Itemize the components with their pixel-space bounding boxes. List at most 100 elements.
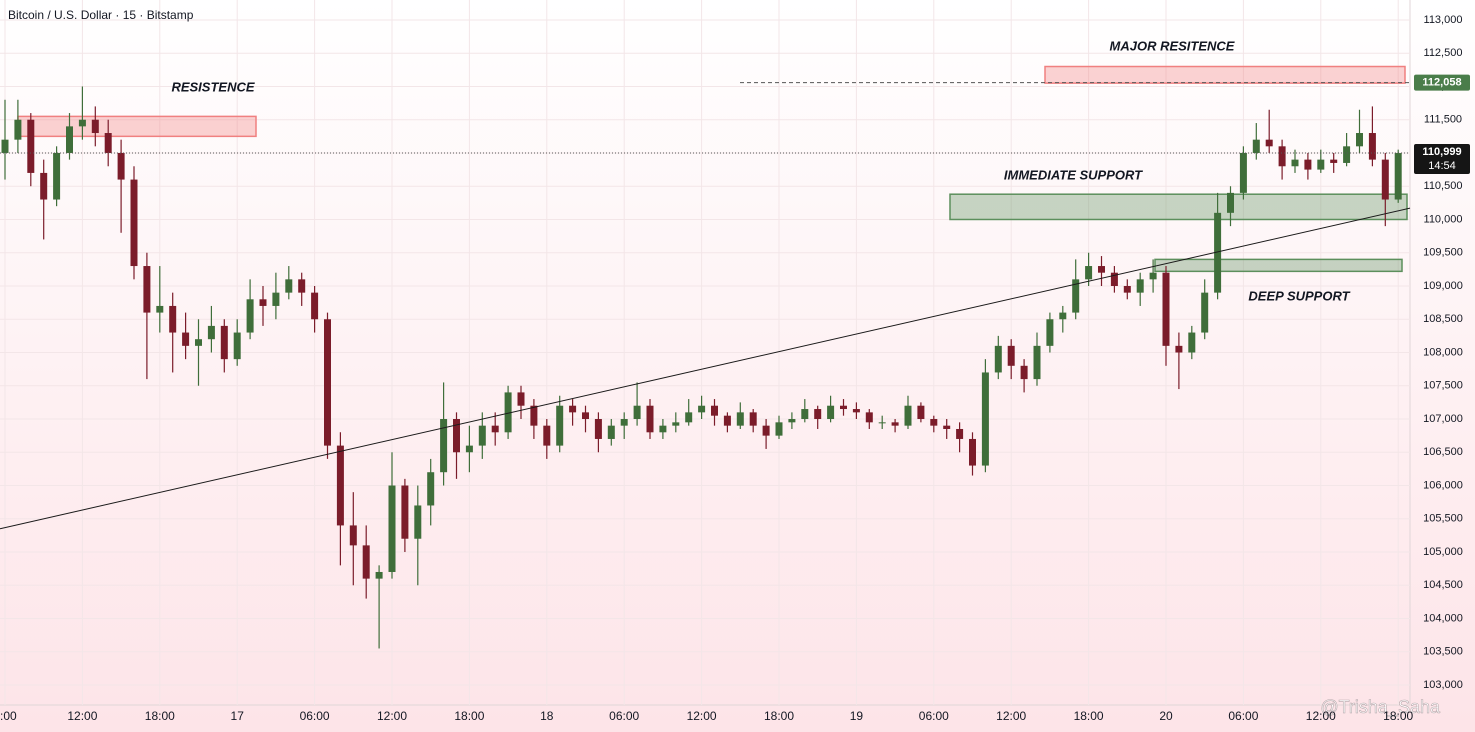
candle-body bbox=[1201, 292, 1209, 333]
candle-body bbox=[1368, 133, 1376, 160]
candle-body bbox=[504, 392, 512, 433]
watermark: @Trisha_Saha bbox=[1320, 697, 1441, 718]
candle-body bbox=[1343, 146, 1351, 163]
candle-body bbox=[465, 445, 473, 453]
candle-body bbox=[1046, 319, 1054, 346]
x-tick-label: 18:00 bbox=[1074, 709, 1104, 723]
x-tick-label: 06:00 bbox=[300, 709, 330, 723]
candle-body bbox=[272, 292, 280, 306]
y-tick-label: 104,500 bbox=[1423, 579, 1463, 591]
x-tick-label: 19 bbox=[850, 709, 864, 723]
y-tick-label: 105,000 bbox=[1423, 546, 1463, 558]
x-tick-label: 18:00 bbox=[1383, 709, 1413, 723]
candle-body bbox=[453, 419, 460, 453]
candle-body bbox=[852, 409, 860, 413]
candle-body bbox=[646, 405, 654, 433]
candle-body bbox=[40, 172, 48, 200]
candle-body bbox=[530, 405, 538, 426]
x-tick-label: 06:00 bbox=[919, 709, 949, 723]
x-tick-label: 12:00 bbox=[67, 709, 97, 723]
candle-body bbox=[117, 152, 125, 180]
zone bbox=[949, 193, 1408, 221]
candle-body bbox=[827, 405, 835, 420]
zone bbox=[17, 115, 257, 138]
x-tick-label: 12:00 bbox=[1306, 709, 1336, 723]
candle-body bbox=[311, 292, 319, 320]
candle-body bbox=[1265, 139, 1273, 147]
candle-body bbox=[427, 472, 435, 506]
candle-body bbox=[1123, 285, 1131, 293]
x-tick-label: 20 bbox=[1159, 709, 1173, 723]
candle-body bbox=[711, 405, 718, 416]
candle-body bbox=[1188, 332, 1196, 353]
candle-body bbox=[478, 425, 486, 446]
candle-body bbox=[814, 409, 822, 420]
candle-body bbox=[27, 119, 35, 173]
candle-body bbox=[749, 412, 757, 426]
candle-body bbox=[91, 119, 99, 134]
x-tick-label: 06:00 bbox=[609, 709, 639, 723]
candle-body bbox=[840, 405, 847, 410]
x-tick-label: 12:00 bbox=[687, 709, 717, 723]
y-tick-label: 105,500 bbox=[1423, 513, 1463, 525]
candle-body bbox=[440, 419, 448, 473]
candle-body bbox=[930, 419, 938, 426]
candle-body bbox=[981, 372, 989, 466]
candle-body bbox=[169, 305, 177, 333]
candle-body bbox=[1252, 139, 1260, 153]
candle-body bbox=[1304, 159, 1312, 170]
x-tick-label: 12:00 bbox=[996, 709, 1026, 723]
candle-body bbox=[762, 425, 770, 436]
candle-body bbox=[349, 525, 357, 546]
candle-body bbox=[401, 485, 409, 539]
candle-body bbox=[1356, 133, 1363, 147]
candle-body bbox=[1033, 345, 1041, 380]
y-tick-label: 110,000 bbox=[1424, 213, 1463, 225]
zone bbox=[1044, 65, 1406, 84]
candle-body bbox=[569, 405, 577, 413]
candle-body bbox=[607, 425, 615, 439]
y-tick-label: 109,000 bbox=[1423, 280, 1463, 292]
x-tick-label: 18:00 bbox=[764, 709, 794, 723]
x-tick-label: 6:00 bbox=[0, 709, 17, 723]
candle-body bbox=[633, 405, 641, 420]
candle-body bbox=[698, 405, 706, 413]
candle-body bbox=[1085, 266, 1093, 280]
candle-body bbox=[1149, 272, 1157, 280]
candle-body bbox=[14, 119, 22, 140]
candle-body bbox=[104, 133, 112, 153]
candle-body bbox=[375, 571, 383, 579]
candle-body bbox=[1007, 345, 1015, 366]
candle-body bbox=[723, 415, 731, 426]
level-tag bbox=[1414, 74, 1470, 91]
candle-body bbox=[1110, 272, 1118, 286]
zone-label: DEEP SUPPORT bbox=[1248, 288, 1350, 303]
price-countdown: 14:54 bbox=[1428, 160, 1456, 172]
candle-body bbox=[775, 422, 783, 436]
price-tag bbox=[1414, 144, 1470, 175]
candle-body bbox=[582, 412, 589, 420]
candle-body bbox=[878, 422, 886, 424]
candle-body bbox=[994, 345, 1002, 373]
candle-body bbox=[788, 419, 796, 423]
y-tick-label: 104,000 bbox=[1423, 612, 1463, 624]
x-tick-label: 17 bbox=[231, 709, 245, 723]
candle-body bbox=[1020, 365, 1028, 380]
candle-body bbox=[414, 505, 422, 539]
candle-body bbox=[685, 412, 693, 423]
candle-body bbox=[1098, 266, 1105, 273]
candle-body bbox=[233, 332, 241, 360]
x-tick-label: 06:00 bbox=[1228, 709, 1258, 723]
candle-body bbox=[78, 119, 86, 127]
candle-body bbox=[1214, 212, 1222, 293]
candle-body bbox=[1227, 192, 1234, 213]
candle-body bbox=[904, 405, 912, 426]
candle-body bbox=[1381, 159, 1389, 200]
candle-body bbox=[195, 339, 202, 346]
candle-body bbox=[1, 139, 9, 153]
y-tick-label: 103,500 bbox=[1423, 646, 1463, 658]
y-tick-label: 106,500 bbox=[1423, 446, 1463, 458]
candle-body bbox=[801, 409, 809, 420]
